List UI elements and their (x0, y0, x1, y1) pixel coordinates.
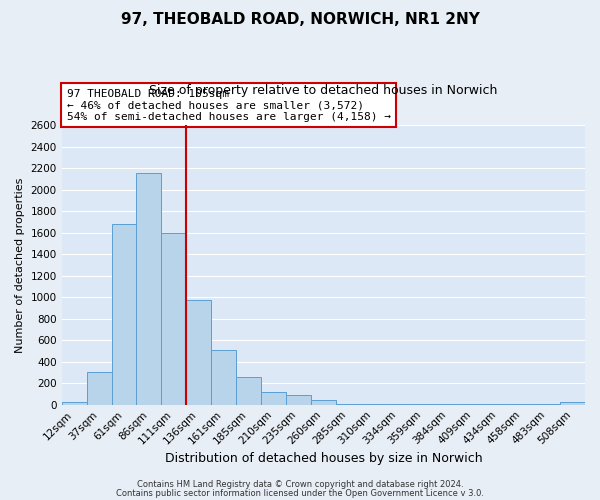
Y-axis label: Number of detached properties: Number of detached properties (15, 177, 25, 352)
Bar (136, 174, 161, 404)
Bar (311, 400, 336, 404)
Text: 97, THEOBALD ROAD, NORWICH, NR1 2NY: 97, THEOBALD ROAD, NORWICH, NR1 2NY (121, 12, 479, 28)
Text: Contains HM Land Registry data © Crown copyright and database right 2024.: Contains HM Land Registry data © Crown c… (137, 480, 463, 489)
Bar (161, 232, 186, 404)
Bar (211, 350, 236, 405)
Bar (236, 378, 261, 404)
Title: Size of property relative to detached houses in Norwich: Size of property relative to detached ho… (149, 84, 497, 98)
X-axis label: Distribution of detached houses by size in Norwich: Distribution of detached houses by size … (164, 452, 482, 465)
Bar (286, 394, 311, 404)
Bar (62, 402, 86, 404)
Bar (560, 402, 585, 404)
Bar (112, 224, 136, 404)
Text: 97 THEOBALD ROAD: 105sqm
← 46% of detached houses are smaller (3,572)
54% of sem: 97 THEOBALD ROAD: 105sqm ← 46% of detach… (67, 88, 391, 122)
Bar (261, 392, 286, 404)
Text: Contains public sector information licensed under the Open Government Licence v : Contains public sector information licen… (116, 488, 484, 498)
Bar (186, 300, 211, 405)
Bar (86, 372, 112, 404)
